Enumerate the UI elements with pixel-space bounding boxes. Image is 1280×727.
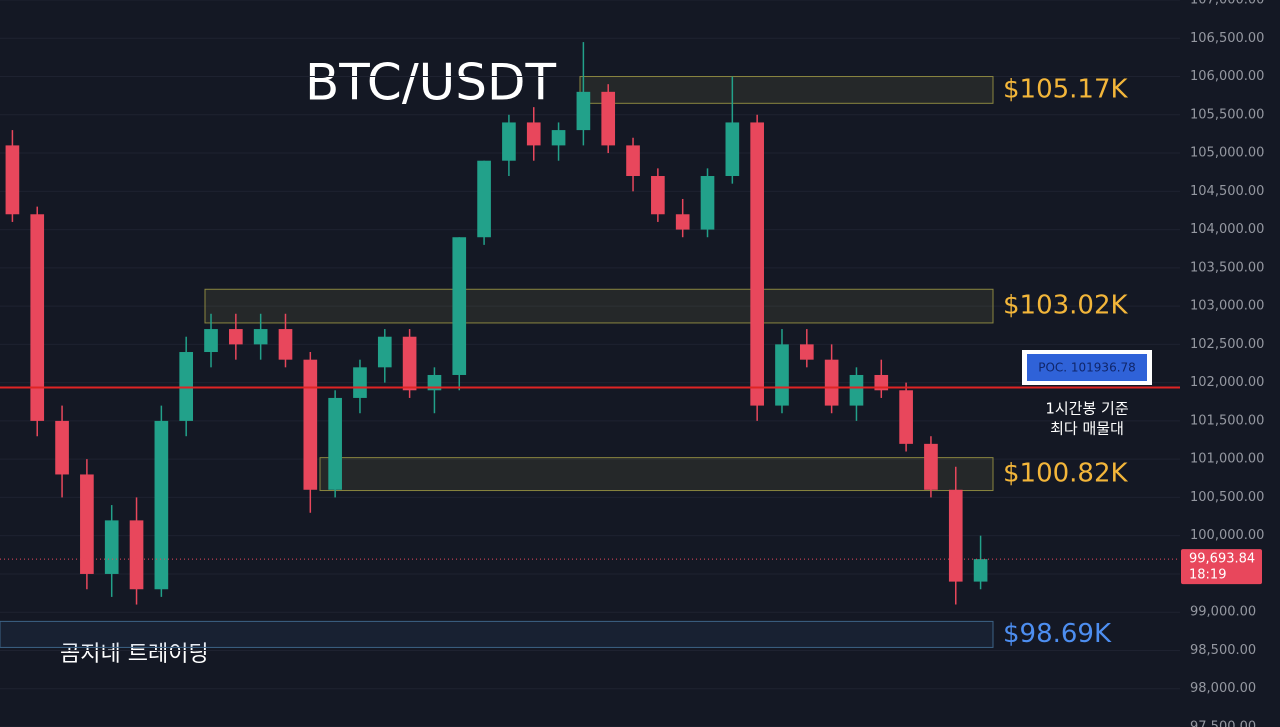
candle-body xyxy=(626,145,640,177)
y-tick-label: 99,000.00 xyxy=(1190,605,1256,620)
candle-body xyxy=(253,329,268,345)
candle-body xyxy=(154,420,169,590)
candle-body xyxy=(675,214,690,230)
y-tick-label: 106,000.00 xyxy=(1190,69,1264,84)
y-tick-label: 102,500.00 xyxy=(1190,337,1264,352)
candle-body xyxy=(601,91,616,146)
price-tag-time: 18:19 xyxy=(1189,568,1226,583)
candle-body xyxy=(973,559,988,582)
y-tick-label: 100,500.00 xyxy=(1190,490,1264,505)
candle-body xyxy=(502,122,516,161)
y-tick-label: 103,500.00 xyxy=(1190,260,1264,275)
y-tick-label: 101,000.00 xyxy=(1190,452,1264,467)
candle-body xyxy=(204,329,218,353)
zone-box xyxy=(319,457,994,492)
y-tick-label: 97,500.00 xyxy=(1190,720,1256,727)
candle-body xyxy=(824,359,839,406)
candle-body xyxy=(651,176,665,215)
zone-label: $100.82K xyxy=(1003,459,1129,489)
price-tag xyxy=(1181,549,1262,585)
candle-body xyxy=(30,214,45,421)
y-tick-label: 105,000.00 xyxy=(1190,146,1264,161)
candle-body xyxy=(427,374,442,391)
candle-body xyxy=(229,329,243,345)
chart-title: BTC/USDT xyxy=(305,54,557,112)
candle-body xyxy=(303,359,318,490)
candle-body xyxy=(750,122,764,406)
zone-box xyxy=(204,288,994,324)
candle-body xyxy=(899,390,913,444)
candle-body xyxy=(948,489,963,582)
y-tick-label: 98,500.00 xyxy=(1190,643,1256,658)
candle-body xyxy=(452,237,467,375)
candle-body xyxy=(179,352,194,421)
zone-label: $105.17K xyxy=(1003,74,1129,104)
candle-body xyxy=(402,336,417,391)
candle-body xyxy=(55,420,69,475)
candle-body xyxy=(129,520,144,590)
candle-body xyxy=(576,91,591,131)
price-tag-label: 99,693.84 xyxy=(1189,552,1255,567)
candle-body xyxy=(874,374,889,391)
candle-body xyxy=(278,329,293,360)
y-tick-label: 100,000.00 xyxy=(1190,528,1264,543)
zone-box xyxy=(579,76,994,104)
y-tick-label: 107,000.00 xyxy=(1190,0,1264,8)
y-tick-label: 98,000.00 xyxy=(1190,681,1256,696)
y-tick-label: 104,000.00 xyxy=(1190,222,1264,237)
poc-label: POC. 101936.78 xyxy=(1038,361,1136,375)
candle-body xyxy=(328,397,342,490)
candle-body xyxy=(5,145,20,215)
candle-body xyxy=(526,122,541,146)
y-tick-label: 104,500.00 xyxy=(1190,184,1264,199)
candle-body xyxy=(80,474,94,574)
candle-body xyxy=(924,443,938,490)
candle-body xyxy=(377,336,392,368)
candle-body xyxy=(799,344,814,360)
candle-body xyxy=(104,520,119,574)
y-tick-label: 103,000.00 xyxy=(1190,299,1264,314)
watermark: 곰지네 트레이딩 xyxy=(60,642,209,667)
poc-box-inner xyxy=(1027,354,1147,381)
candle-body xyxy=(700,176,715,230)
candle-body xyxy=(353,367,367,398)
y-tick-label: 105,500.00 xyxy=(1190,107,1264,122)
candle-body xyxy=(849,374,864,406)
zone-label: $98.69K xyxy=(1003,619,1112,649)
candle-body xyxy=(725,122,740,177)
annotation: 최다 매물대 xyxy=(1050,420,1124,438)
candle-body xyxy=(477,160,491,238)
zone-box xyxy=(0,620,994,648)
y-tick-label: 102,000.00 xyxy=(1190,375,1264,390)
annotation: 1시간봉 기준 xyxy=(1045,400,1129,418)
candle-body xyxy=(775,344,789,406)
candle-body xyxy=(551,130,566,146)
zone-label: $103.02K xyxy=(1003,291,1129,321)
y-tick-label: 106,500.00 xyxy=(1190,31,1264,46)
y-tick-label: 101,500.00 xyxy=(1190,413,1264,428)
